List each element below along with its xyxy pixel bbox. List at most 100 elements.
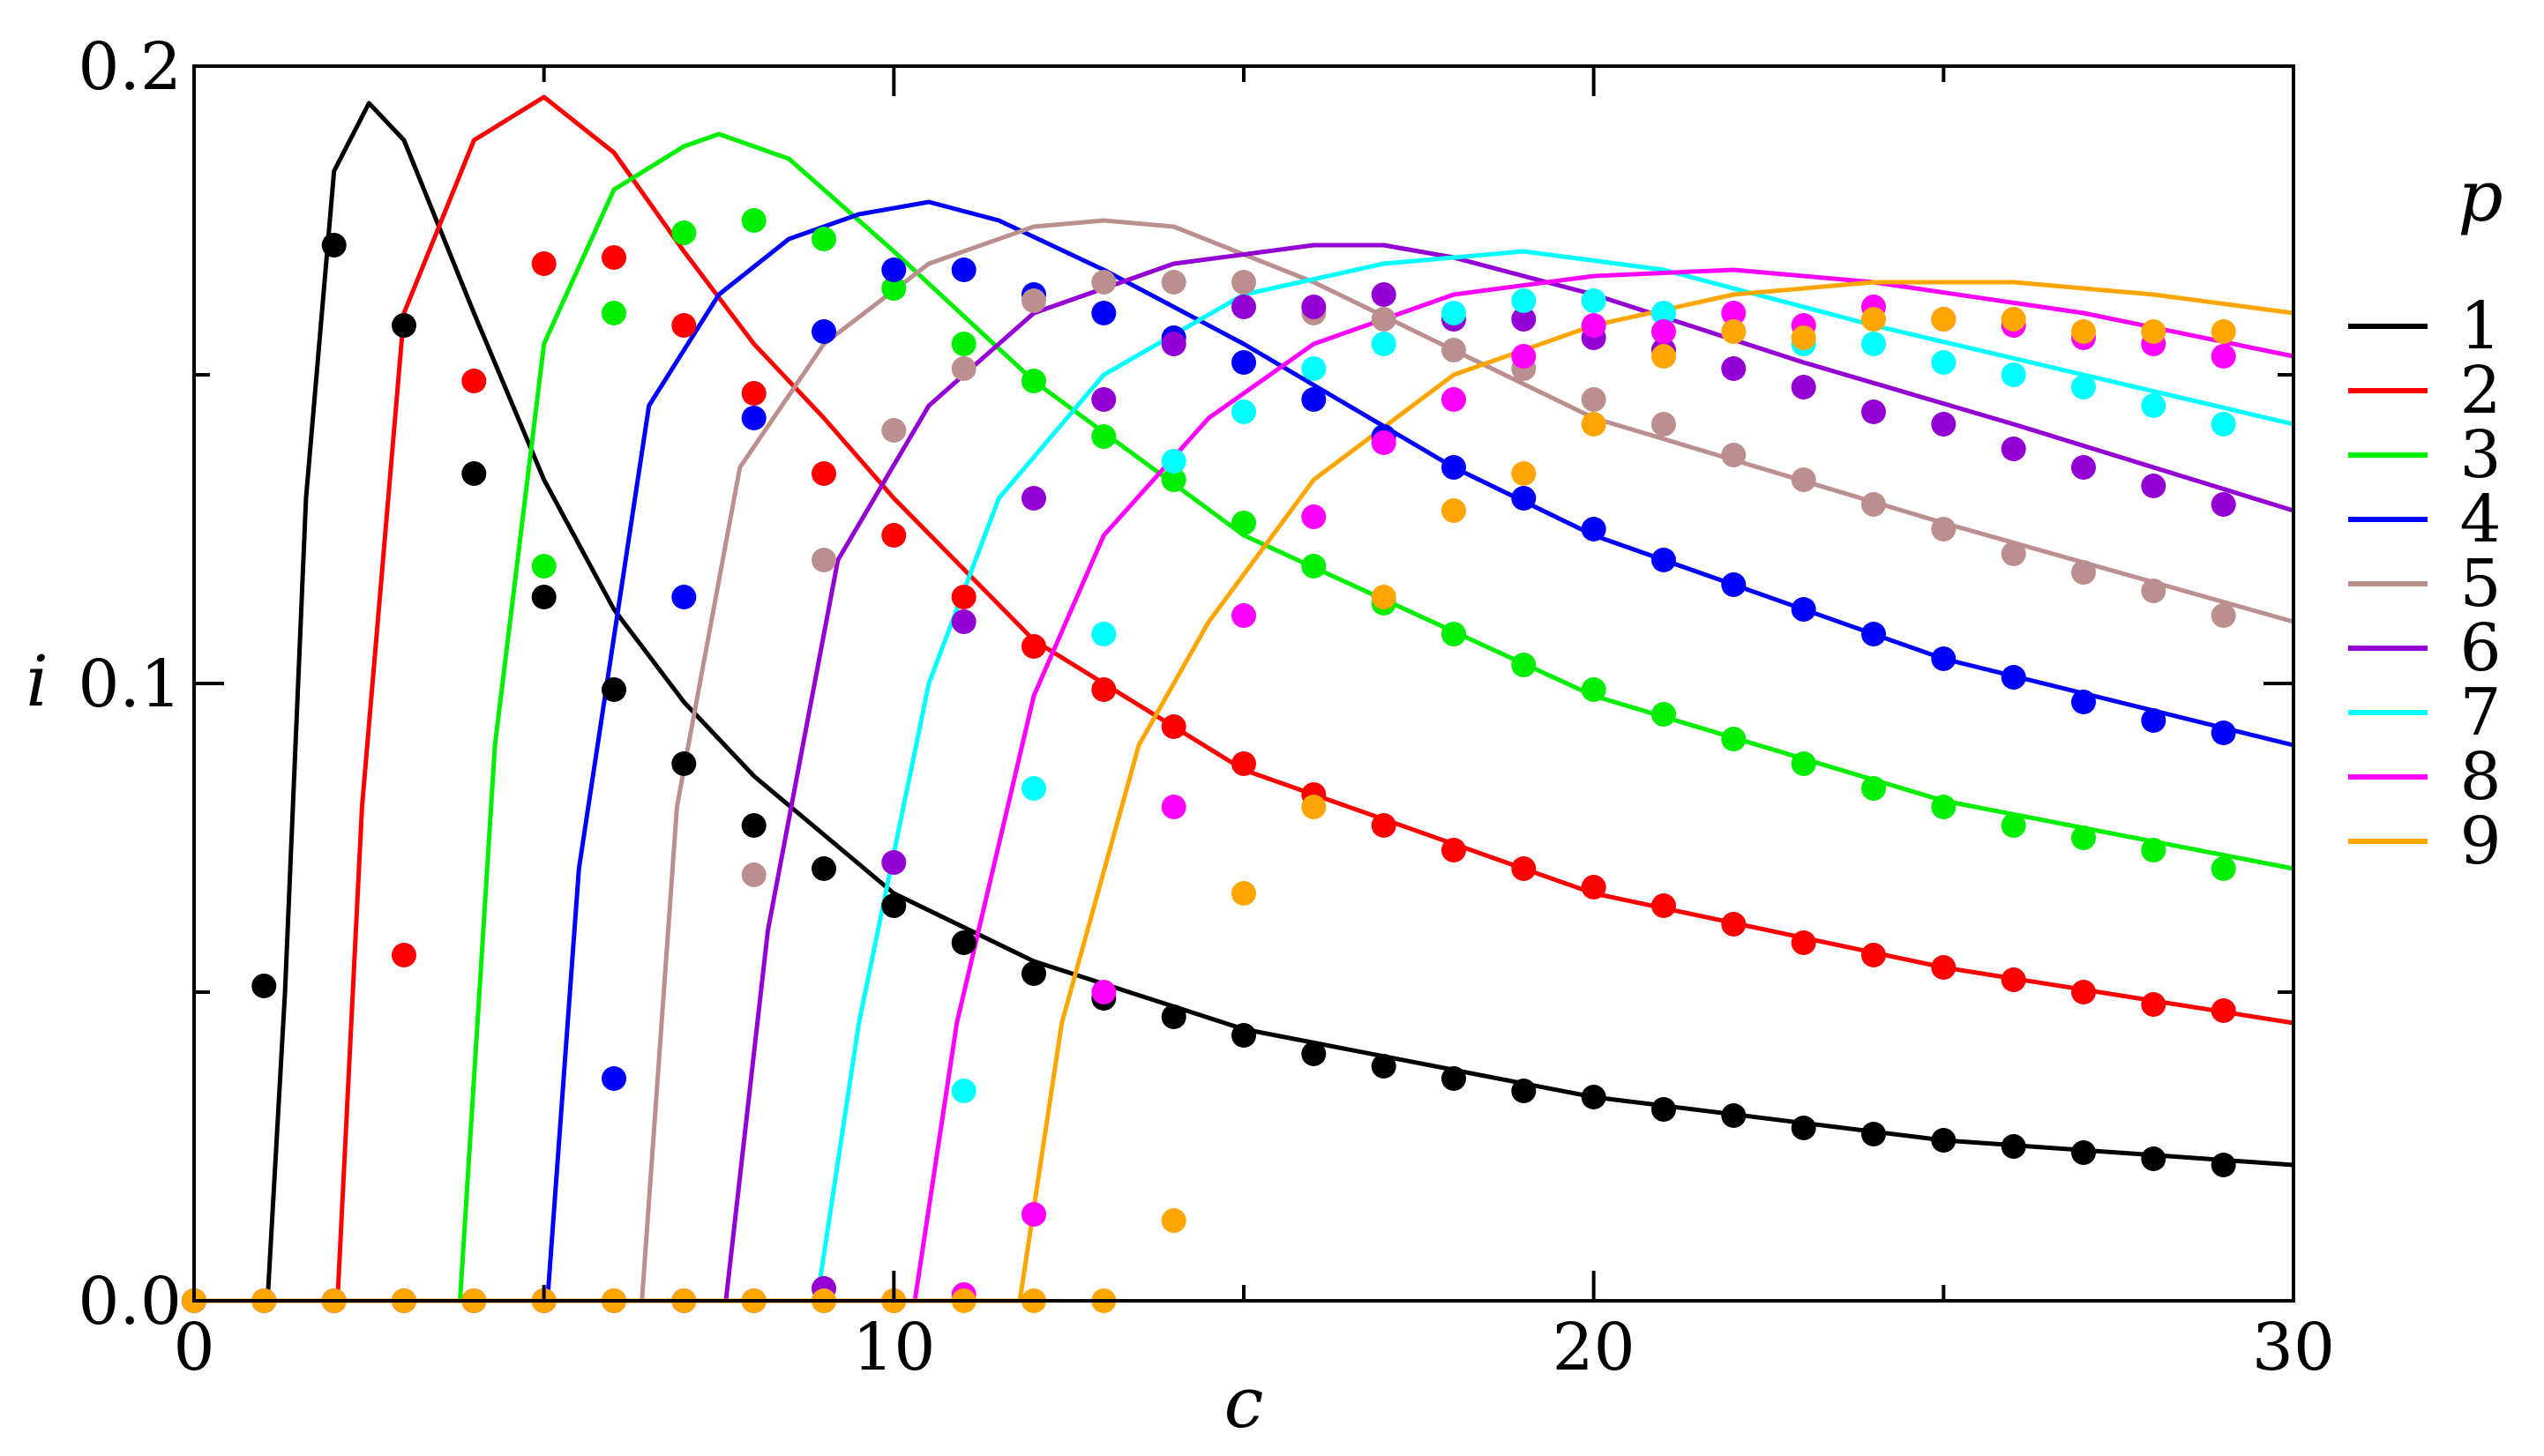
data-point-p4 — [2071, 690, 2096, 714]
data-point-p3 — [531, 554, 557, 579]
data-point-p3 — [1231, 511, 1256, 535]
data-point-p3 — [2141, 838, 2166, 862]
data-point-p3 — [1651, 702, 1676, 727]
x-tick-label: 0 — [173, 1310, 214, 1385]
data-point-p4 — [1931, 646, 1957, 671]
data-point-p9 — [1721, 319, 1747, 344]
legend-label-7: 7 — [2459, 675, 2501, 750]
data-point-p5 — [1931, 517, 1957, 541]
data-point-p8 — [1301, 504, 1327, 529]
data-point-p6 — [881, 850, 907, 875]
data-point-p8 — [1161, 795, 1186, 819]
data-point-p1 — [1441, 1066, 1466, 1091]
legend-title: p — [2458, 155, 2503, 237]
data-point-p5 — [1581, 387, 1606, 412]
data-point-p3 — [1511, 653, 1537, 677]
x-tick-label: 10 — [852, 1310, 935, 1385]
data-point-p3 — [602, 301, 626, 325]
data-point-p2 — [1021, 634, 1046, 659]
series-line-3 — [194, 131, 2294, 1303]
data-point-p2 — [671, 313, 697, 338]
data-point-p3 — [2001, 813, 2026, 838]
legend-label-5: 5 — [2459, 546, 2501, 622]
data-point-p2 — [1231, 751, 1256, 776]
series-line-1 — [194, 101, 2294, 1303]
data-point-p6 — [1301, 295, 1327, 319]
series-line-6 — [194, 243, 2294, 1303]
data-point-p4 — [1721, 572, 1747, 597]
series-layer — [182, 94, 2294, 1313]
data-point-p5 — [951, 356, 976, 381]
data-point-p9 — [1301, 795, 1327, 819]
data-point-p2 — [1371, 813, 1396, 838]
data-point-p4 — [741, 406, 767, 430]
data-point-p7 — [1441, 301, 1466, 325]
data-point-p6 — [951, 609, 976, 634]
data-point-p8 — [1091, 980, 1117, 1004]
data-point-p3 — [1441, 622, 1466, 646]
data-point-p9 — [1511, 461, 1537, 486]
data-point-p5 — [1021, 288, 1046, 313]
data-point-p9 — [1231, 881, 1256, 906]
data-point-p8 — [1441, 387, 1466, 412]
data-point-p2 — [2071, 980, 2096, 1004]
data-point-p5 — [2141, 579, 2166, 603]
data-point-p8 — [1511, 344, 1537, 369]
data-point-p1 — [1371, 1054, 1396, 1079]
data-point-p6 — [1021, 486, 1046, 511]
plot-frame — [192, 64, 2295, 1303]
x-tick-label: 30 — [2252, 1310, 2335, 1385]
data-point-p4 — [1091, 301, 1117, 325]
data-point-p1 — [1301, 1042, 1327, 1066]
data-point-p3 — [1861, 776, 1886, 801]
data-point-p9 — [1791, 325, 1816, 350]
legend-label-6: 6 — [2459, 610, 2501, 686]
data-point-p1 — [741, 813, 767, 838]
data-point-p2 — [531, 251, 557, 276]
data-point-p6 — [1931, 412, 1957, 437]
data-point-p1 — [1511, 1079, 1537, 1103]
data-point-p8 — [1231, 603, 1256, 628]
data-point-p4 — [1441, 455, 1466, 480]
data-point-p2 — [2211, 998, 2236, 1023]
data-point-p1 — [602, 677, 626, 702]
data-point-p8 — [2211, 344, 2236, 369]
data-point-p1 — [2141, 1146, 2166, 1171]
data-point-p7 — [1161, 449, 1186, 474]
data-point-p1 — [1161, 1004, 1186, 1029]
data-point-p7 — [2211, 412, 2236, 437]
data-point-p6 — [1371, 282, 1396, 307]
data-point-p7 — [1931, 350, 1957, 375]
data-point-p1 — [1021, 961, 1046, 986]
data-point-p5 — [2001, 541, 2026, 566]
data-point-p3 — [2211, 856, 2236, 881]
data-point-p3 — [1721, 727, 1747, 751]
data-point-p3 — [671, 220, 697, 245]
legend-label-8: 8 — [2459, 739, 2501, 815]
data-point-p4 — [1301, 387, 1327, 412]
data-point-p7 — [2141, 393, 2166, 418]
data-point-p3 — [881, 276, 907, 301]
data-point-p3 — [1581, 677, 1606, 702]
data-point-p1 — [1861, 1122, 1886, 1146]
data-point-p6 — [1231, 295, 1256, 319]
data-point-p2 — [2141, 992, 2166, 1017]
data-point-p2 — [1721, 912, 1747, 937]
data-point-p4 — [671, 585, 697, 609]
legend-label-3: 3 — [2459, 417, 2501, 493]
data-point-p3 — [1161, 467, 1186, 492]
data-point-p6 — [2211, 492, 2236, 517]
data-point-p3 — [741, 208, 767, 233]
data-point-p1 — [1651, 1097, 1676, 1122]
tick-layer: 0 10 20 30 0.0 0.1 0.2 — [78, 29, 2335, 1385]
data-point-p7 — [1231, 399, 1256, 424]
y-tick-label: 0.0 — [78, 1264, 182, 1340]
data-point-p9 — [2141, 319, 2166, 344]
data-point-p9 — [1931, 307, 1957, 332]
data-point-p7 — [1301, 356, 1327, 381]
data-point-p3 — [2071, 825, 2096, 850]
data-point-p1 — [1931, 1128, 1957, 1153]
data-point-p7 — [1581, 288, 1606, 313]
